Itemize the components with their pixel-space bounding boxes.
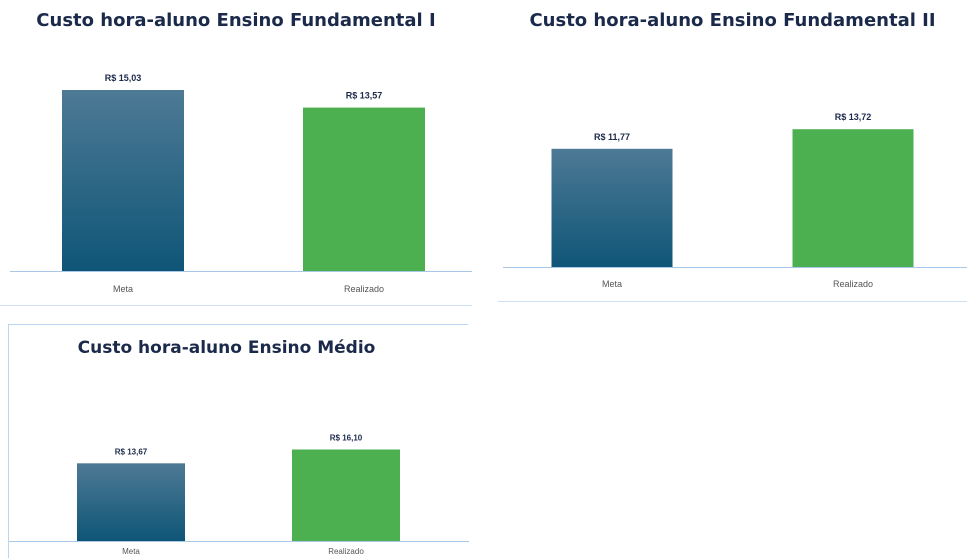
data-label: R$ 13,67 bbox=[115, 447, 148, 456]
category-label: Meta bbox=[122, 547, 140, 556]
chart-title: Custo hora-aluno Ensino Fundamental I bbox=[36, 10, 436, 31]
bar-realizado bbox=[303, 107, 425, 271]
chart-svg-fundamental-1: R$ 15,03 Meta R$ 13,57 Realizado bbox=[10, 73, 472, 294]
data-label: R$ 13,57 bbox=[346, 91, 383, 101]
category-label: Meta bbox=[113, 284, 133, 294]
chart-title: Custo hora-aluno Ensino Fundamental II bbox=[529, 10, 936, 31]
chart-svg-ensino-medio: R$ 13,67 Meta R$ 16,10 Realizado bbox=[9, 434, 469, 556]
bar-realizado bbox=[792, 129, 914, 267]
chart-panel-fundamental-2: Custo hora-aluno Ensino Fundamental II R… bbox=[498, 0, 967, 302]
chart-svg-fundamental-2: R$ 11,77 Meta R$ 13,72 Realizado bbox=[503, 112, 967, 289]
chart-title: Custo hora-aluno Ensino Médio bbox=[77, 338, 376, 358]
category-label: Realizado bbox=[833, 279, 873, 289]
chart-panel-fundamental-1: Custo hora-aluno Ensino Fundamental I R$… bbox=[0, 0, 472, 306]
bar-meta bbox=[62, 90, 184, 271]
category-label: Realizado bbox=[328, 547, 364, 556]
bar-meta bbox=[77, 463, 185, 541]
category-label: Realizado bbox=[344, 284, 384, 294]
chart-panel-ensino-medio: Custo hora-aluno Ensino Médio R$ 13,67 Me… bbox=[8, 324, 469, 558]
data-label: R$ 15,03 bbox=[105, 73, 142, 83]
bar-meta bbox=[551, 148, 673, 267]
data-label: R$ 16,10 bbox=[330, 434, 363, 443]
category-label: Meta bbox=[602, 279, 622, 289]
data-label: R$ 11,77 bbox=[594, 132, 630, 142]
bar-realizado bbox=[292, 449, 400, 541]
data-label: R$ 13,72 bbox=[835, 112, 872, 122]
